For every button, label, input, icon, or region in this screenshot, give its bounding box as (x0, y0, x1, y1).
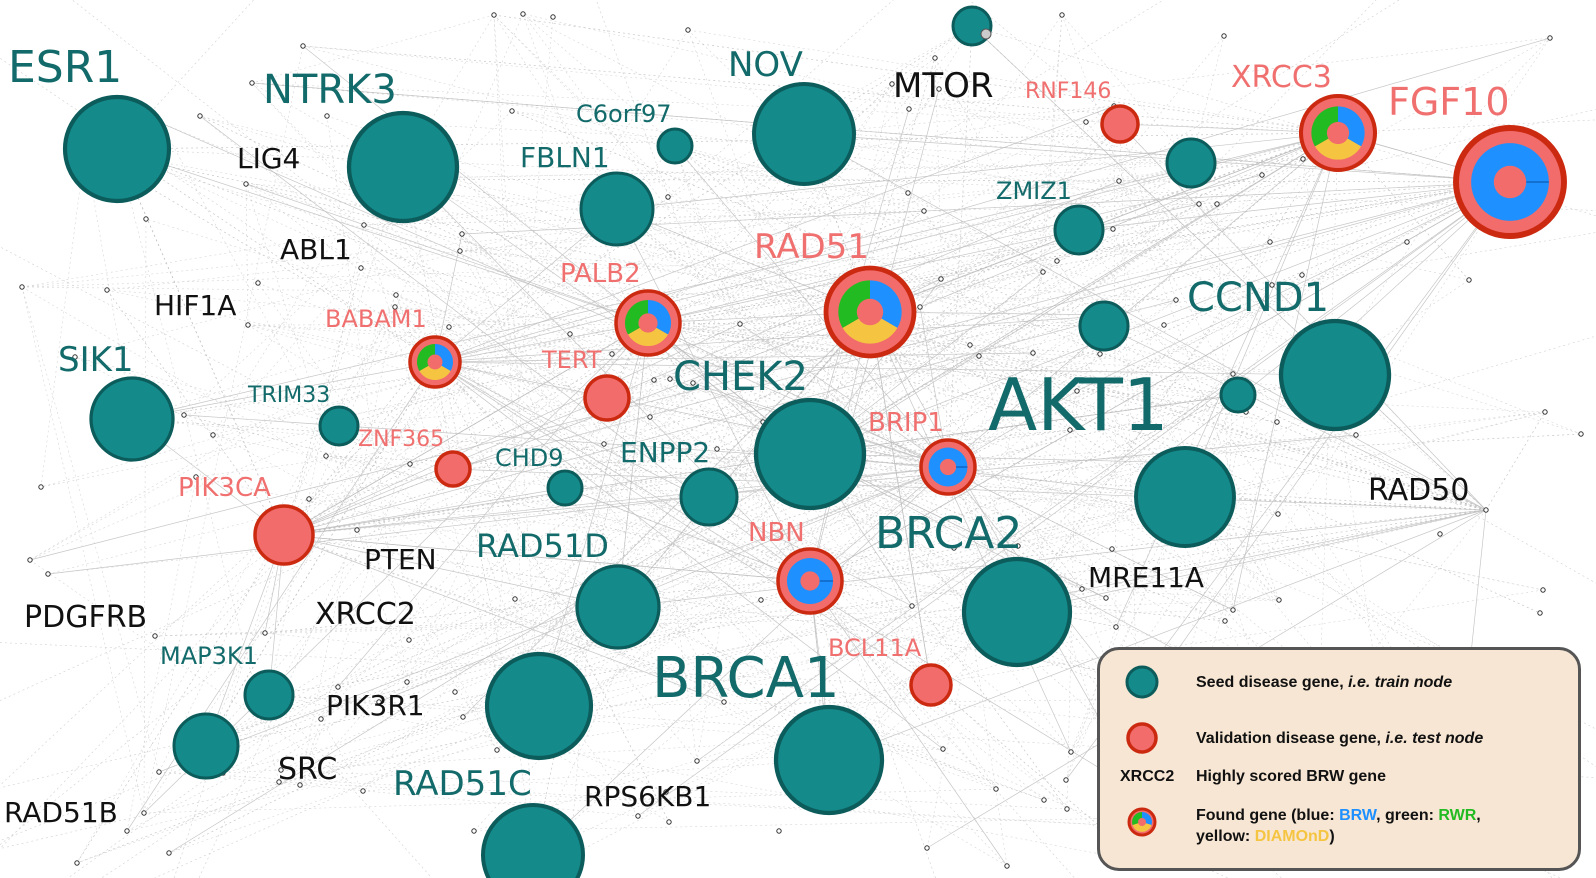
test-label-palb2: PALB2 (560, 259, 641, 289)
test-node-bcl11a (909, 663, 953, 707)
test-node-nbn (776, 547, 844, 615)
legend-found-label: Found gene (blue: BRW, green: RWR, yellow… (1196, 805, 1481, 847)
test-label-xrcc3: XRCC3 (1231, 60, 1332, 95)
seed-node-unlabeled-2 (1165, 137, 1217, 189)
test-node-fgf10 (1453, 125, 1567, 239)
seed-node-unlabeled-4 (961, 556, 1073, 668)
seed-label-chek2: CHEK2 (673, 354, 808, 400)
seed-node-unlabeled-5 (172, 712, 240, 780)
seed-label-akt1: AKT1 (988, 363, 1169, 447)
seed-node-fbln1 (579, 171, 655, 247)
legend: Seed disease gene, i.e. train node Valid… (1097, 647, 1581, 871)
seed-node-enpp2 (679, 467, 739, 527)
seed-label-enpp2: ENPP2 (620, 436, 710, 469)
seed-label-c6orf97: C6orf97 (576, 100, 672, 128)
seed-label-brca2: BRCA2 (875, 508, 1022, 559)
brw-label-src: SRC (278, 752, 337, 787)
seed-node-zmiz1 (1053, 204, 1105, 256)
brw-label-rad51b: RAD51B (4, 796, 118, 829)
seed-node-map3k1 (243, 669, 295, 721)
seed-node-akt1 (1219, 376, 1257, 414)
test-label-tert: TERT (541, 346, 602, 374)
seed-label-sik1: SIK1 (58, 340, 134, 380)
seed-label-ccnd1: CCND1 (1187, 275, 1329, 321)
test-label-nbn: NBN (748, 518, 805, 548)
seed-label-rad51d: RAD51D (476, 527, 609, 565)
brw-label-pten: PTEN (364, 543, 437, 576)
seed-label-chd9: CHD9 (495, 444, 564, 472)
seed-node-nov (752, 82, 856, 186)
test-label-pik3ca: PIK3CA (178, 473, 271, 503)
test-label-fgf10: FGF10 (1388, 80, 1510, 124)
legend-test-label: Validation disease gene, i.e. test node (1196, 730, 1483, 748)
found-node-symbol (1127, 807, 1157, 837)
seed-label-rad51c: RAD51C (393, 764, 532, 804)
test-node-xrcc3 (1298, 93, 1378, 173)
seed-node-symbol (1125, 665, 1159, 699)
seed-node-c6orf97 (656, 127, 694, 165)
brw-label-lig4: LIG4 (237, 142, 300, 175)
seed-node-chd9 (546, 469, 584, 507)
seed-label-brca1: BRCA1 (652, 646, 840, 711)
seed-node-rad51c (773, 704, 885, 816)
gene-nodes (62, 5, 1567, 878)
brw-label-pik3r1: PIK3R1 (326, 689, 425, 722)
test-node-pik3ca (253, 504, 315, 566)
seed-label-esr1: ESR1 (8, 42, 122, 93)
test-node-palb2 (614, 289, 682, 357)
seed-node-ccnd1 (1278, 318, 1392, 432)
seed-label-nov: NOV (728, 45, 803, 85)
brw-label-pdgfrb: PDGFRB (24, 600, 147, 635)
legend-brw-example: XRCC2 (1120, 768, 1174, 786)
test-label-babam1: BABAM1 (325, 305, 427, 333)
test-label-brip1: BRIP1 (868, 408, 944, 438)
test-label-bcl11a: BCL11A (828, 634, 922, 662)
test-label-rnf146: RNF146 (1025, 79, 1111, 104)
seed-label-fbln1: FBLN1 (520, 141, 610, 174)
brw-label-xrcc2: XRCC2 (315, 597, 416, 632)
test-node-babam1 (408, 335, 462, 389)
brw-label-rps6kb1: RPS6KB1 (584, 780, 711, 813)
legend-seed-label: Seed disease gene, i.e. train node (1196, 674, 1452, 692)
seed-node-unlabeled-6 (481, 803, 585, 878)
seed-label-trim33: TRIM33 (247, 383, 330, 408)
seed-node-ntrk3 (346, 110, 460, 224)
legend-brw-label: Highly scored BRW gene (1196, 768, 1386, 786)
seed-node-rad51d (575, 564, 661, 650)
test-node-brip1 (919, 438, 977, 496)
seed-node-brca1 (484, 651, 594, 761)
seed-node-trim33 (318, 405, 360, 447)
seed-node-unlabeled-3 (1078, 300, 1130, 352)
test-node-rnf146 (1100, 104, 1140, 144)
seed-node-esr1 (62, 94, 172, 204)
brw-label-mtor: MTOR (893, 66, 994, 106)
seed-label-zmiz1: ZMIZ1 (996, 177, 1072, 205)
test-node-znf365 (434, 450, 472, 488)
test-node-tert (583, 374, 631, 422)
brw-label-rad50: RAD50 (1368, 473, 1469, 508)
test-label-znf365: ZNF365 (358, 427, 444, 452)
seed-label-ntrk3: NTRK3 (263, 67, 397, 113)
brw-label-abl1: ABL1 (280, 233, 352, 266)
seed-node-brca2 (1134, 446, 1236, 548)
brw-label-mre11a: MRE11A (1088, 561, 1204, 594)
seed-node-chek2 (753, 397, 867, 511)
seed-label-map3k1: MAP3K1 (160, 642, 258, 670)
test-node-symbol (1126, 722, 1158, 754)
test-label-rad51: RAD51 (754, 227, 869, 267)
gene-labels: ESR1 NTRK3 NOV C6orf97 FBLN1 ZMIZ1 CCND1 SIK1 TR… (4, 42, 1510, 829)
brw-label-hif1a: HIF1A (154, 289, 236, 322)
seed-node-sik1 (89, 376, 175, 462)
test-node-rad51 (823, 265, 917, 359)
